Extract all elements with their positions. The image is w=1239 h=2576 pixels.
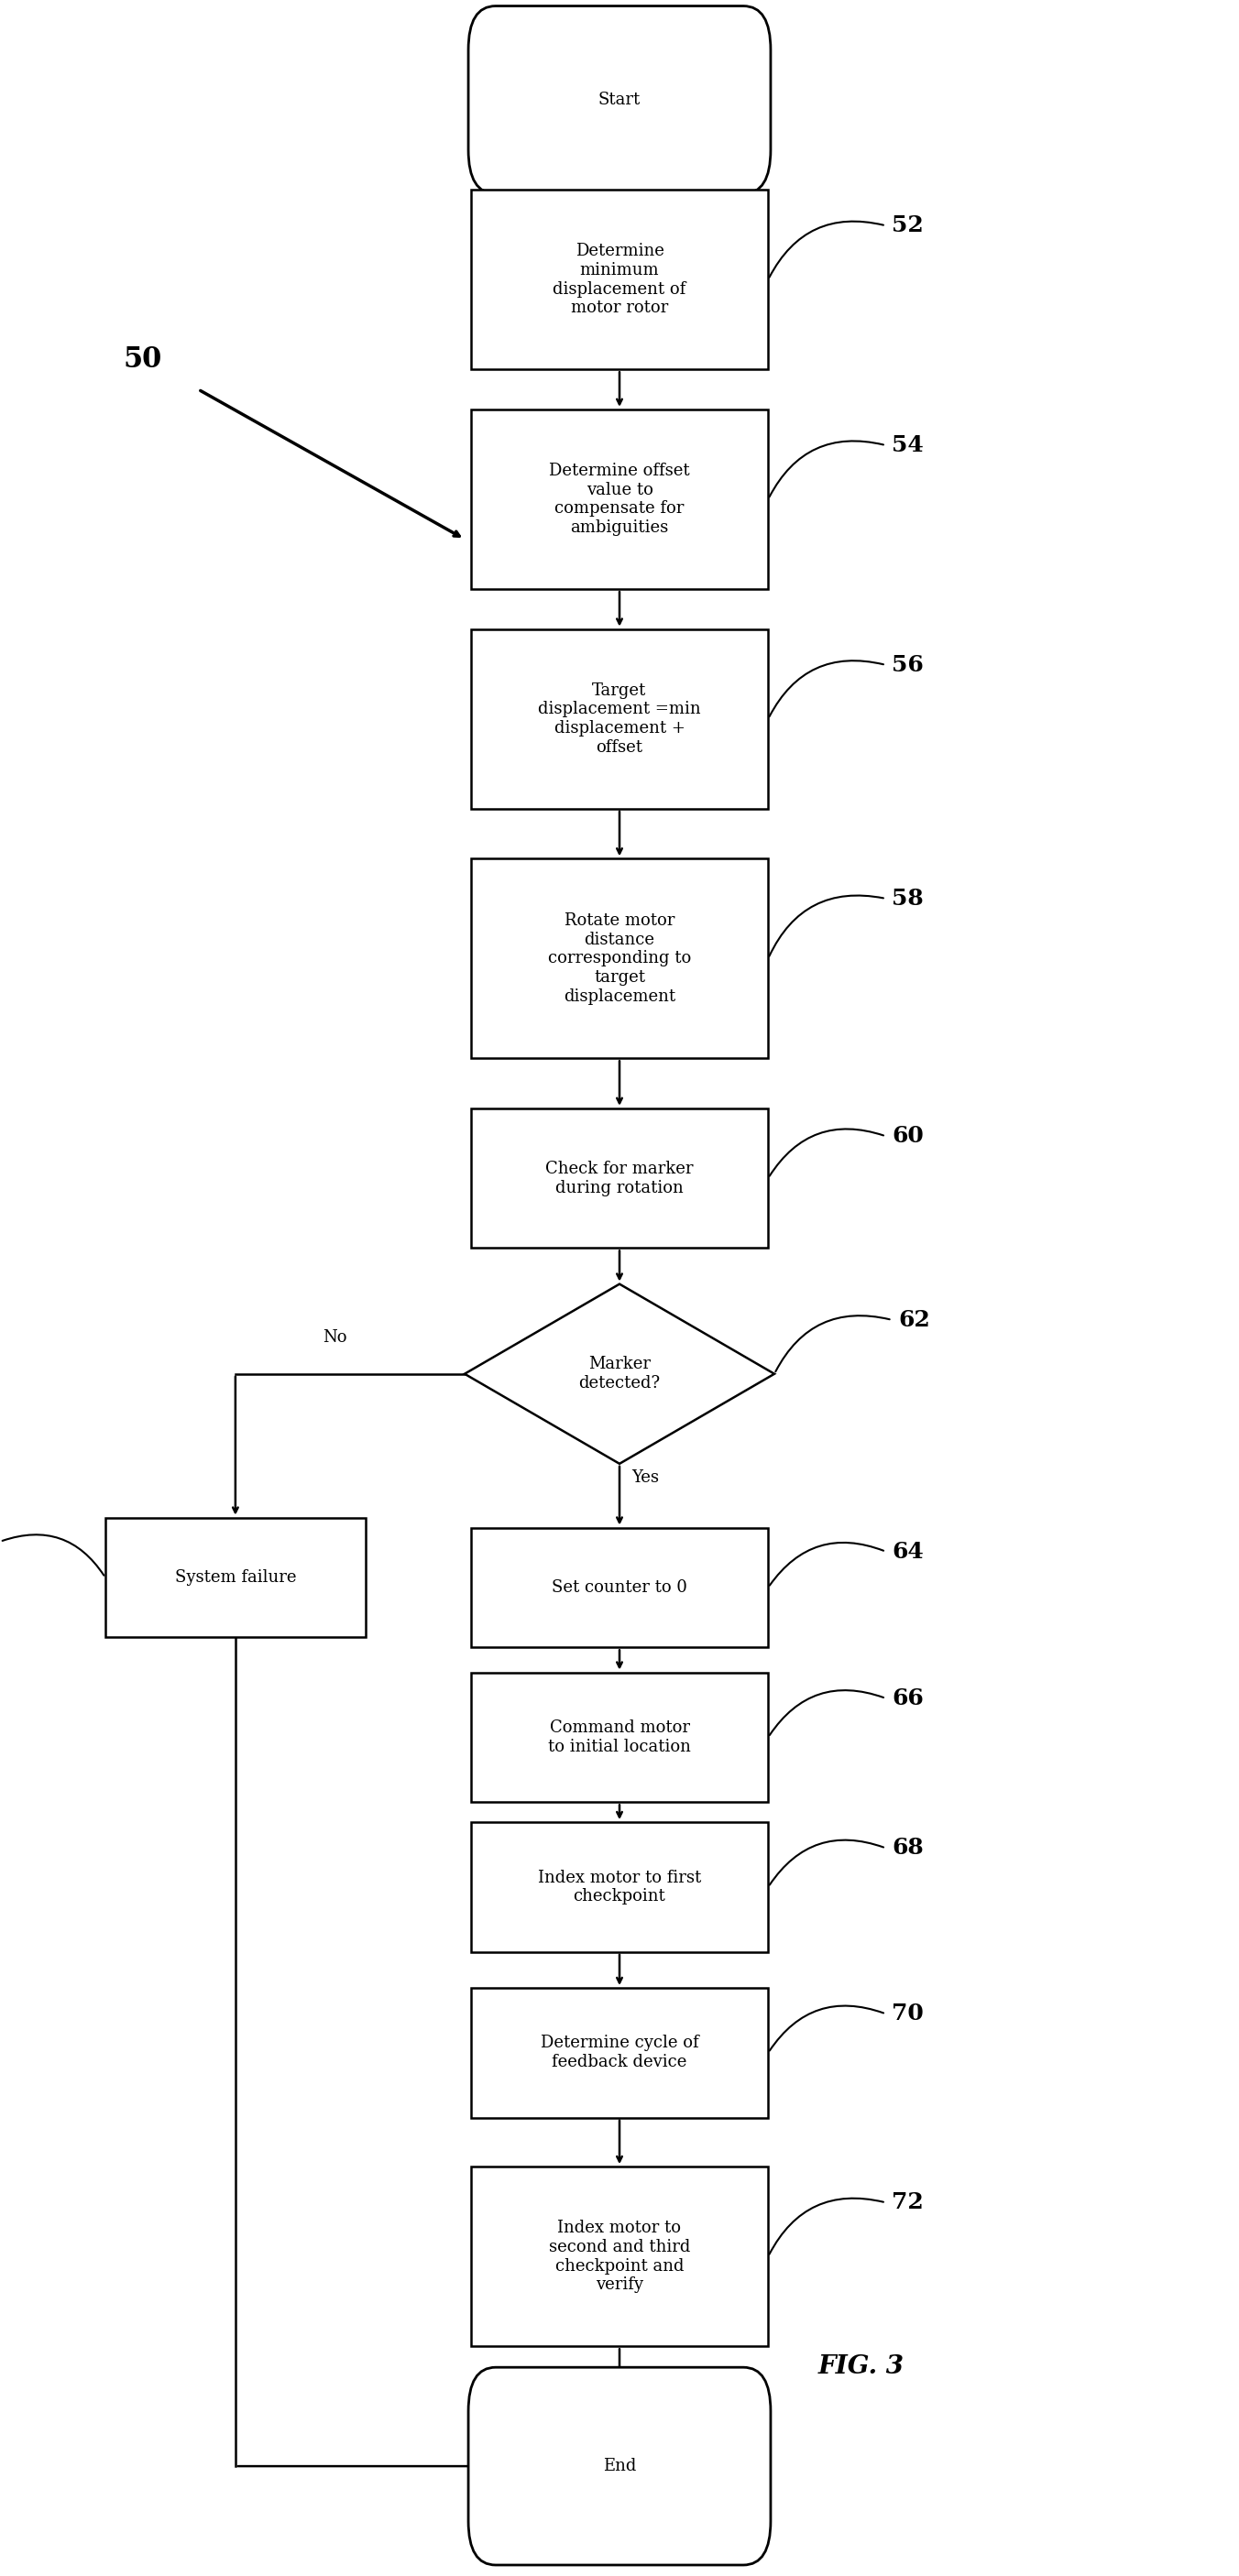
Text: 52: 52 (892, 214, 924, 237)
Bar (471, 2166, 768, 2347)
Text: 72: 72 (892, 2192, 924, 2213)
Text: Set counter to 0: Set counter to 0 (551, 1579, 688, 1595)
Text: 60: 60 (892, 1126, 924, 1146)
Text: 64: 64 (892, 1540, 924, 1564)
Text: 66: 66 (892, 1687, 924, 1710)
Text: No: No (322, 1329, 347, 1347)
Text: Yes: Yes (632, 1468, 659, 1486)
Text: End: End (603, 2458, 636, 2476)
Text: Marker
detected?: Marker detected? (579, 1355, 660, 1391)
Text: FIG. 3: FIG. 3 (818, 2354, 904, 2378)
Text: 56: 56 (892, 654, 924, 675)
Text: Start: Start (598, 93, 641, 108)
Bar (471, 858, 768, 1059)
Text: Determine offset
value to
compensate for
ambiguities: Determine offset value to compensate for… (549, 464, 690, 536)
Text: 50: 50 (123, 345, 162, 374)
Text: 68: 68 (892, 1837, 924, 1860)
Text: Command motor
to initial location: Command motor to initial location (548, 1721, 691, 1754)
Bar (471, 191, 768, 368)
Bar (471, 629, 768, 809)
Bar (471, 1108, 768, 1247)
Bar (471, 1821, 768, 1953)
Text: 58: 58 (892, 889, 924, 909)
Bar (471, 1528, 768, 1649)
Text: 62: 62 (898, 1309, 930, 1332)
Text: Determine cycle of
feedback device: Determine cycle of feedback device (540, 2035, 699, 2071)
Text: Rotate motor
distance
corresponding to
target
displacement: Rotate motor distance corresponding to t… (548, 912, 691, 1005)
Text: Index motor to first
checkpoint: Index motor to first checkpoint (538, 1870, 701, 1904)
Text: Check for marker
during rotation: Check for marker during rotation (545, 1159, 694, 1195)
Text: Index motor to
second and third
checkpoint and
verify: Index motor to second and third checkpoi… (549, 2221, 690, 2293)
Bar (471, 1672, 768, 1803)
Bar (105, 1517, 366, 1638)
Bar (471, 410, 768, 590)
Polygon shape (465, 1283, 774, 1463)
FancyBboxPatch shape (468, 2367, 771, 2566)
Text: Determine
minimum
displacement of
motor rotor: Determine minimum displacement of motor … (553, 242, 686, 317)
Text: System failure: System failure (175, 1569, 296, 1587)
Text: 54: 54 (892, 435, 924, 456)
Text: 70: 70 (892, 2004, 924, 2025)
FancyBboxPatch shape (468, 5, 771, 193)
Text: Target
displacement =min
displacement +
offset: Target displacement =min displacement + … (538, 683, 701, 755)
Bar (471, 1989, 768, 2117)
